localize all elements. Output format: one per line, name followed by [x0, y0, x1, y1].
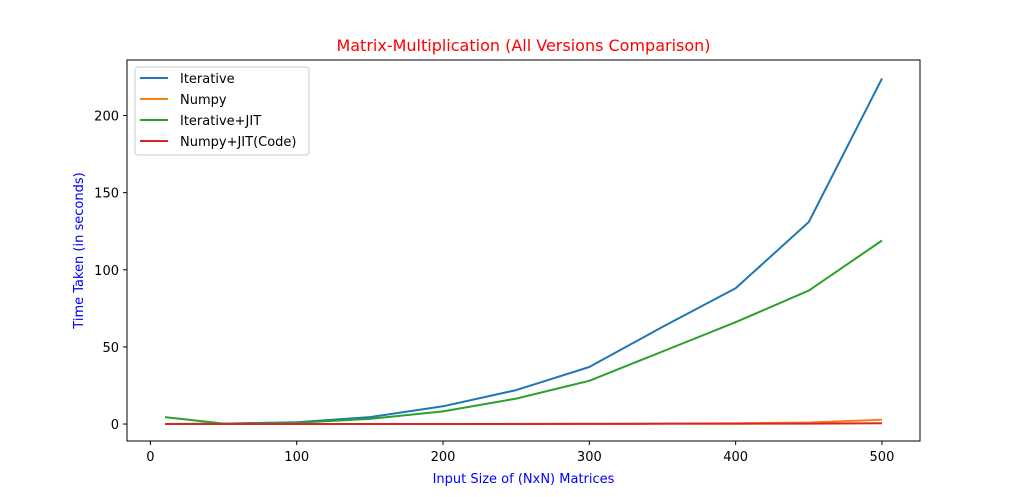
legend-label-iterative: Iterative	[180, 72, 235, 87]
x-tick-label: 200	[431, 450, 456, 465]
x-tick-label: 300	[577, 450, 602, 465]
y-tick-label: 0	[111, 418, 119, 433]
legend-label-numpy-jit-code-: Numpy+JIT(Code)	[180, 135, 297, 150]
series-line-numpy-jit-code-	[165, 422, 883, 425]
legend-label-numpy: Numpy	[180, 93, 227, 108]
x-axis: 0 100 200 300 400 500	[146, 441, 894, 465]
y-tick-label: 100	[94, 264, 119, 279]
legend-label-iterative-jit: Iterative+JIT	[180, 114, 261, 129]
x-tick-label: 500	[870, 450, 895, 465]
chart-title: Matrix-Multiplication (All Versions Comp…	[336, 36, 710, 55]
y-axis: 0 50 100 150 200	[94, 110, 127, 433]
plot-frame	[126, 59, 921, 442]
series-lines	[164, 78, 883, 425]
plot-area	[126, 59, 921, 442]
legend-box	[134, 66, 310, 156]
y-tick-label: 50	[102, 341, 119, 356]
legend: Iterative Numpy Iterative+JIT Numpy+JIT(Cod…	[134, 66, 310, 156]
x-axis-label: Input Size of (NxN) Matrices	[433, 472, 615, 487]
x-tick-label: 0	[146, 450, 154, 465]
series-line-iterative-jit	[164, 239, 883, 425]
y-tick-label: 150	[94, 187, 119, 202]
x-tick-label: 100	[284, 450, 309, 465]
y-axis-label: Time Taken (in seconds)	[72, 172, 87, 329]
x-tick-label: 400	[723, 450, 748, 465]
y-tick-label: 200	[94, 110, 119, 125]
